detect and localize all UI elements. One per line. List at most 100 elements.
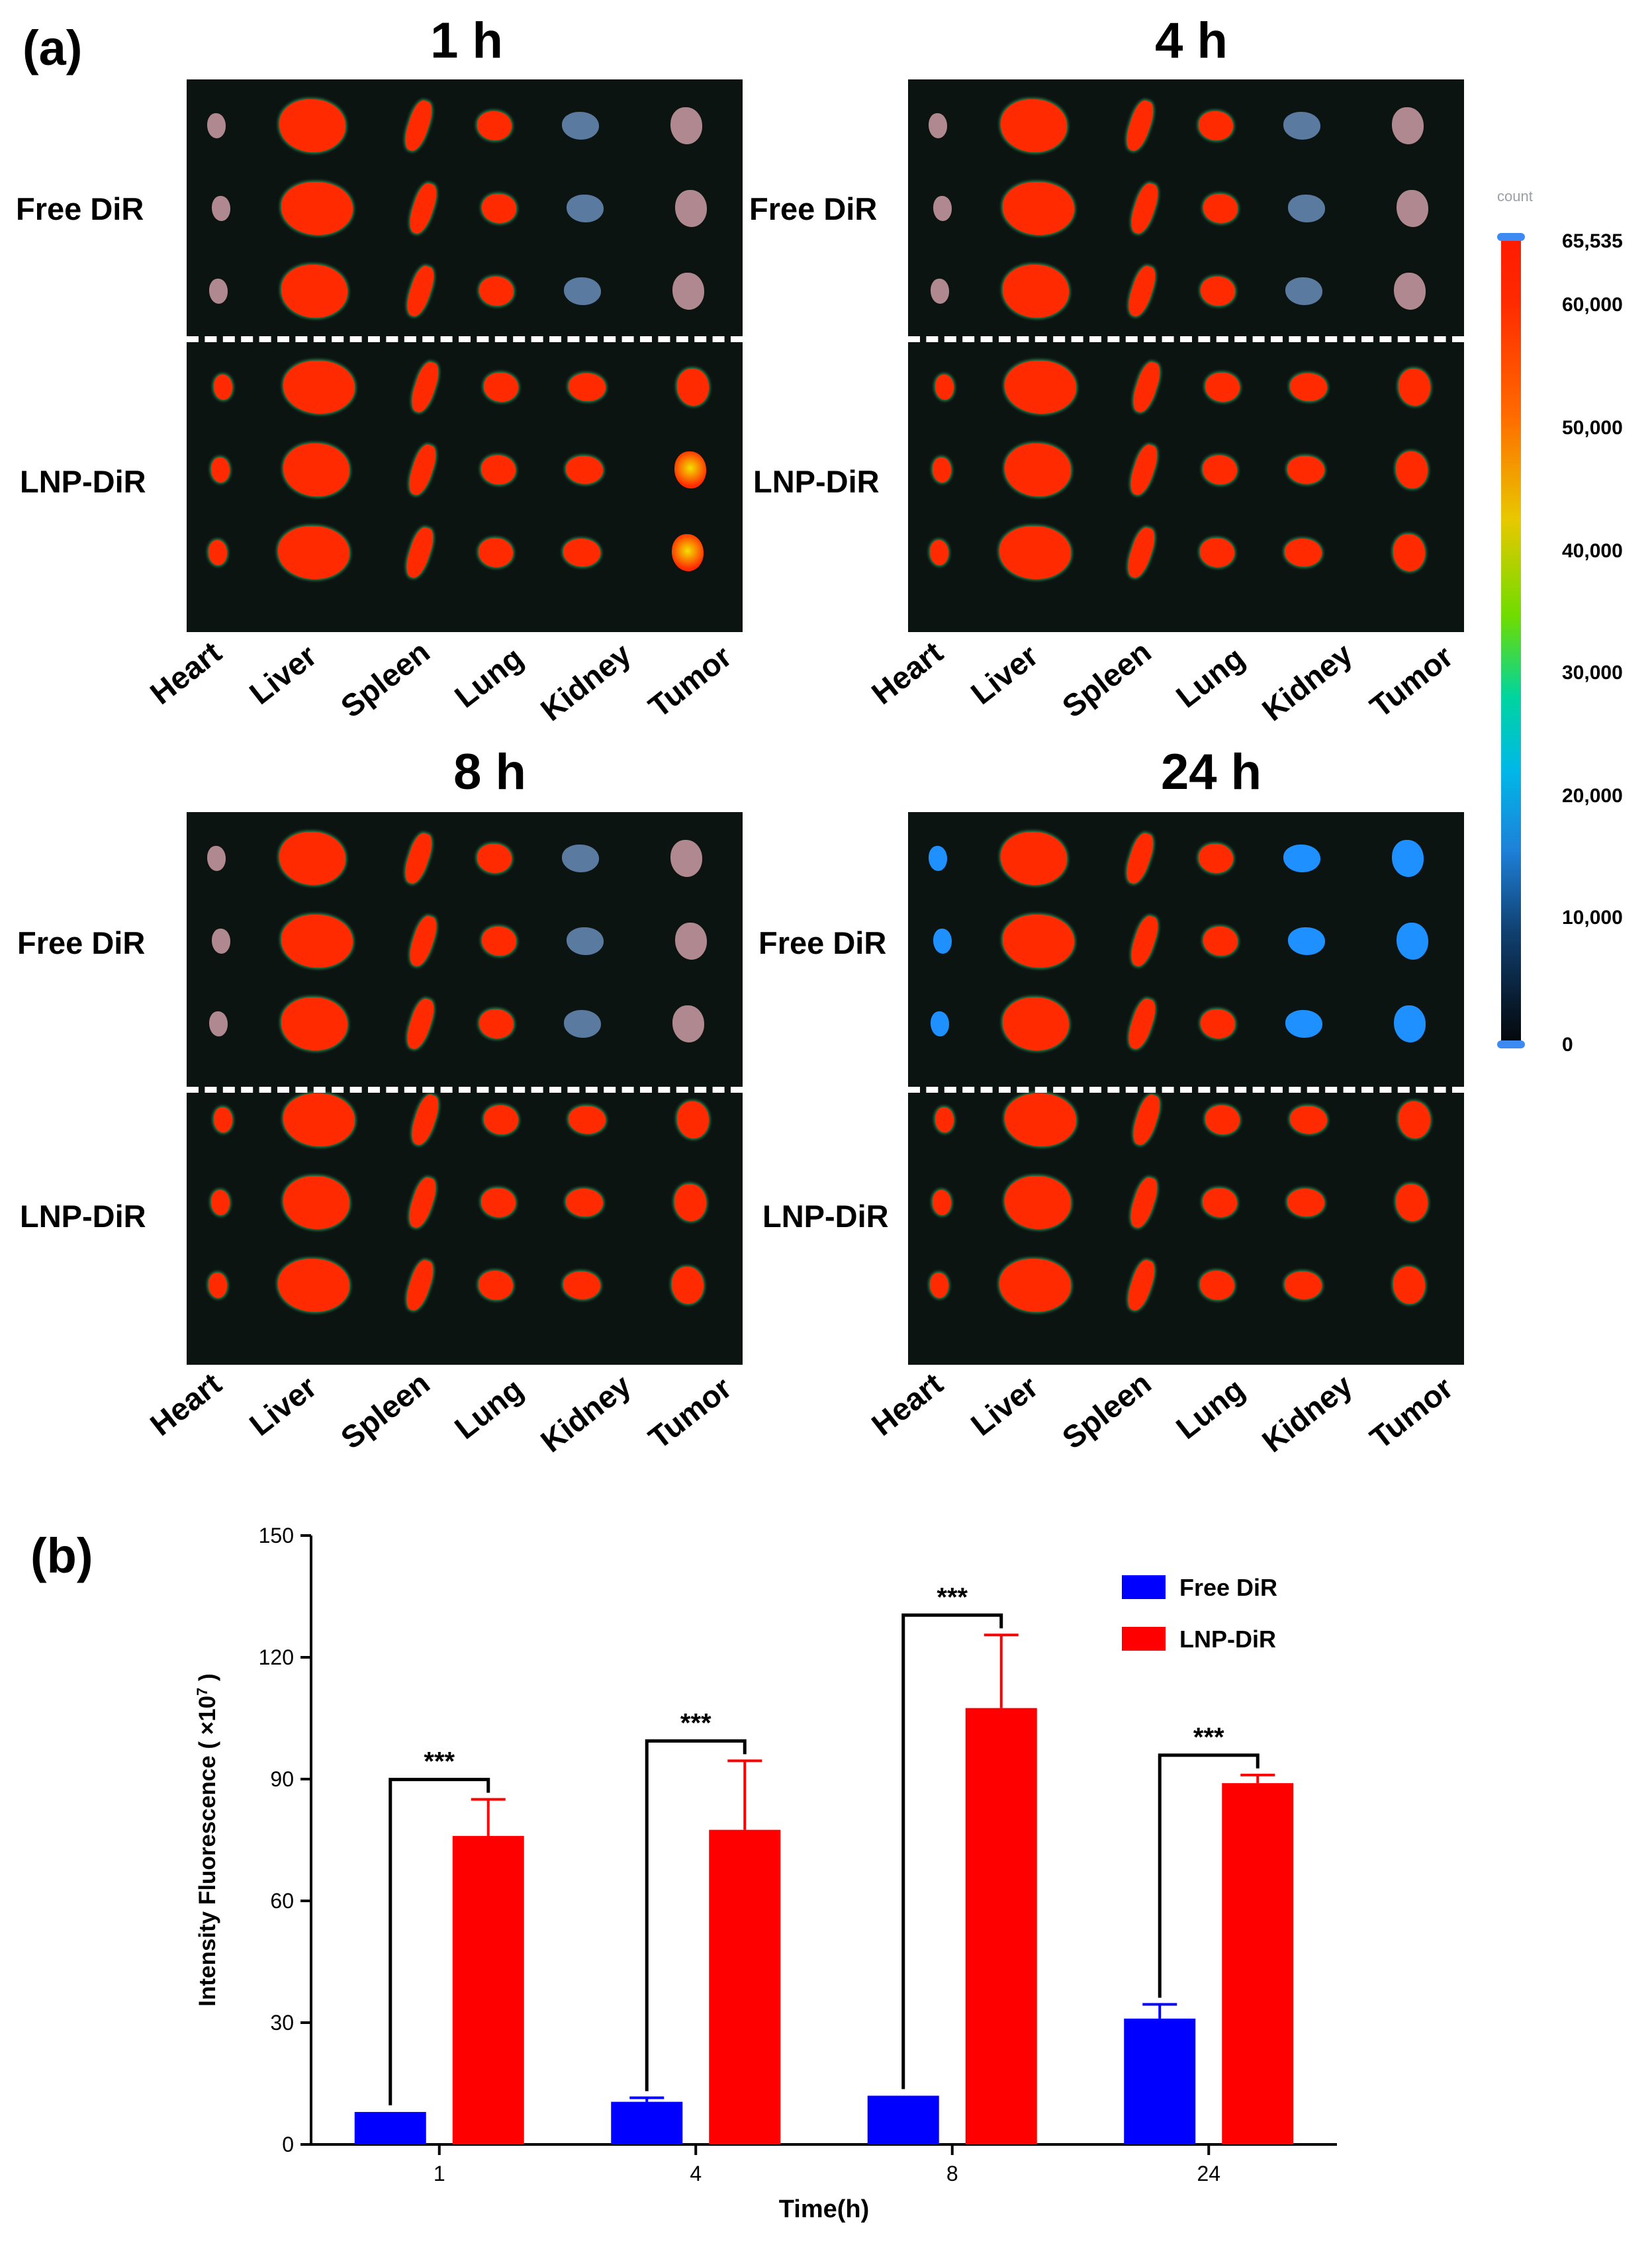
organ-signal: [278, 1259, 349, 1312]
organ-signal: [1122, 98, 1158, 154]
organ-label-lung: Lung: [447, 639, 529, 715]
organ-signal: [209, 1011, 228, 1036]
organ-signal: [563, 1271, 600, 1299]
bar-lnp-dir: [965, 1708, 1037, 2144]
organ-signal: [407, 1092, 443, 1148]
organ-signal: [283, 361, 355, 414]
organ-signal: [569, 1106, 606, 1134]
group-divider: [187, 1087, 743, 1093]
organ-signal: [1203, 455, 1237, 484]
organ-signal: [1285, 277, 1322, 305]
colorbar-tick: 50,000: [1562, 417, 1623, 439]
organ-signal: [1393, 1267, 1425, 1304]
legend-swatch: [1122, 1627, 1166, 1651]
organ-signal: [1288, 195, 1325, 222]
colorbar-min-handle[interactable]: [1497, 1040, 1525, 1048]
organ-signal: [1290, 1106, 1327, 1134]
organ-signal: [1283, 112, 1320, 140]
organ-signal: [1287, 1189, 1324, 1217]
x-axis-label: Time(h): [779, 2195, 870, 2223]
panel-title-24h: 24 h: [1160, 744, 1262, 800]
organ-signal: [1285, 1271, 1322, 1299]
organ-label-heart: Heart: [143, 634, 228, 712]
organ-signal: [1397, 190, 1428, 227]
row-label-free-dir: Free DiR: [16, 191, 144, 226]
legend-label: Free DiR: [1179, 1574, 1277, 1601]
organ-signal: [278, 526, 349, 579]
x-tick-label: 8: [946, 2162, 958, 2185]
row-label-lnp-dir: LNP-DiR: [753, 464, 880, 499]
organ-signal: [672, 1267, 704, 1304]
organ-signal: [1393, 534, 1425, 571]
organ-signal: [279, 99, 345, 152]
organ-signal: [674, 1184, 706, 1221]
organ-signal: [477, 111, 512, 140]
organ-label-spleen: Spleen: [334, 1365, 436, 1456]
organ-signal: [1397, 923, 1428, 960]
organ-signal: [214, 1107, 232, 1132]
panel-title-1h: 1 h: [430, 13, 503, 69]
row-label-free-dir: Free DiR: [17, 925, 146, 960]
organ-signal: [479, 1271, 513, 1300]
organ-signal: [279, 832, 345, 885]
y-tick-label: 120: [259, 1645, 294, 1669]
organ-signal: [935, 375, 954, 400]
organ-signal: [1124, 996, 1160, 1052]
bar-lnp-dir: [1222, 1783, 1294, 2144]
organ-signal: [1199, 111, 1233, 140]
y-tick-label: 60: [270, 1889, 294, 1913]
panel-title-4h: 4 h: [1155, 13, 1228, 69]
organ-signal: [670, 840, 702, 877]
organ-signal: [1001, 832, 1067, 885]
row-label-lnp-dir: LNP-DiR: [20, 464, 146, 499]
row-label-free-dir: Free DiR: [758, 925, 887, 960]
organ-label-spleen: Spleen: [1055, 633, 1158, 725]
organ-signal: [567, 927, 604, 955]
organ-signal: [1123, 1258, 1159, 1313]
organ-signal: [208, 1273, 227, 1298]
organ-signal: [677, 1101, 709, 1138]
x-tick-label: 1: [434, 2162, 445, 2185]
organ-signal: [933, 457, 951, 482]
organ-signal: [405, 913, 441, 969]
organ-signal: [481, 1188, 516, 1217]
organ-signal: [1126, 181, 1162, 236]
organ-signal: [1200, 1271, 1234, 1300]
colorbar-tick: 60,000: [1562, 294, 1623, 316]
organ-signal: [479, 538, 513, 567]
organ-signal: [674, 451, 706, 488]
significance-label: ***: [937, 1583, 968, 1612]
panel-title-8h: 8 h: [453, 744, 526, 800]
organ-signal: [1285, 1010, 1322, 1038]
organ-label-kidney: Kidney: [533, 1367, 637, 1459]
significance-bracket: [901, 1613, 1003, 2090]
bar-free-dir: [354, 2111, 426, 2144]
organ-signal: [935, 1107, 954, 1132]
organ-signal: [1290, 373, 1327, 401]
organ-signal: [1203, 927, 1238, 956]
colorbar-max-handle[interactable]: [1497, 233, 1525, 241]
organ-signal: [1126, 442, 1162, 498]
y-tick-label: 150: [259, 1524, 294, 1547]
organ-signal: [1122, 831, 1158, 886]
organ-signal: [400, 98, 436, 154]
organ-label-lung: Lung: [1169, 1371, 1251, 1446]
organ-signal: [482, 194, 516, 223]
organ-label-lung: Lung: [1169, 639, 1251, 715]
x-tick-label: 24: [1197, 2162, 1220, 2185]
organ-signal: [930, 540, 948, 565]
fluorescence-image-4h: [908, 79, 1464, 632]
organ-label-spleen: Spleen: [334, 633, 436, 725]
significance-label: ***: [1193, 1723, 1224, 1752]
y-tick-label: 0: [282, 2133, 294, 2156]
organ-signal: [479, 277, 514, 306]
organ-signal: [1005, 443, 1071, 496]
row-label-lnp-dir: LNP-DiR: [20, 1199, 146, 1234]
organ-signal: [564, 277, 601, 305]
organ-signal: [1399, 1101, 1430, 1138]
organ-signal: [933, 196, 952, 221]
organ-signal: [1205, 1105, 1240, 1134]
organ-signal: [933, 929, 952, 954]
colorbar-tick: 65,535: [1562, 230, 1623, 252]
bar-free-dir: [1124, 2018, 1196, 2144]
